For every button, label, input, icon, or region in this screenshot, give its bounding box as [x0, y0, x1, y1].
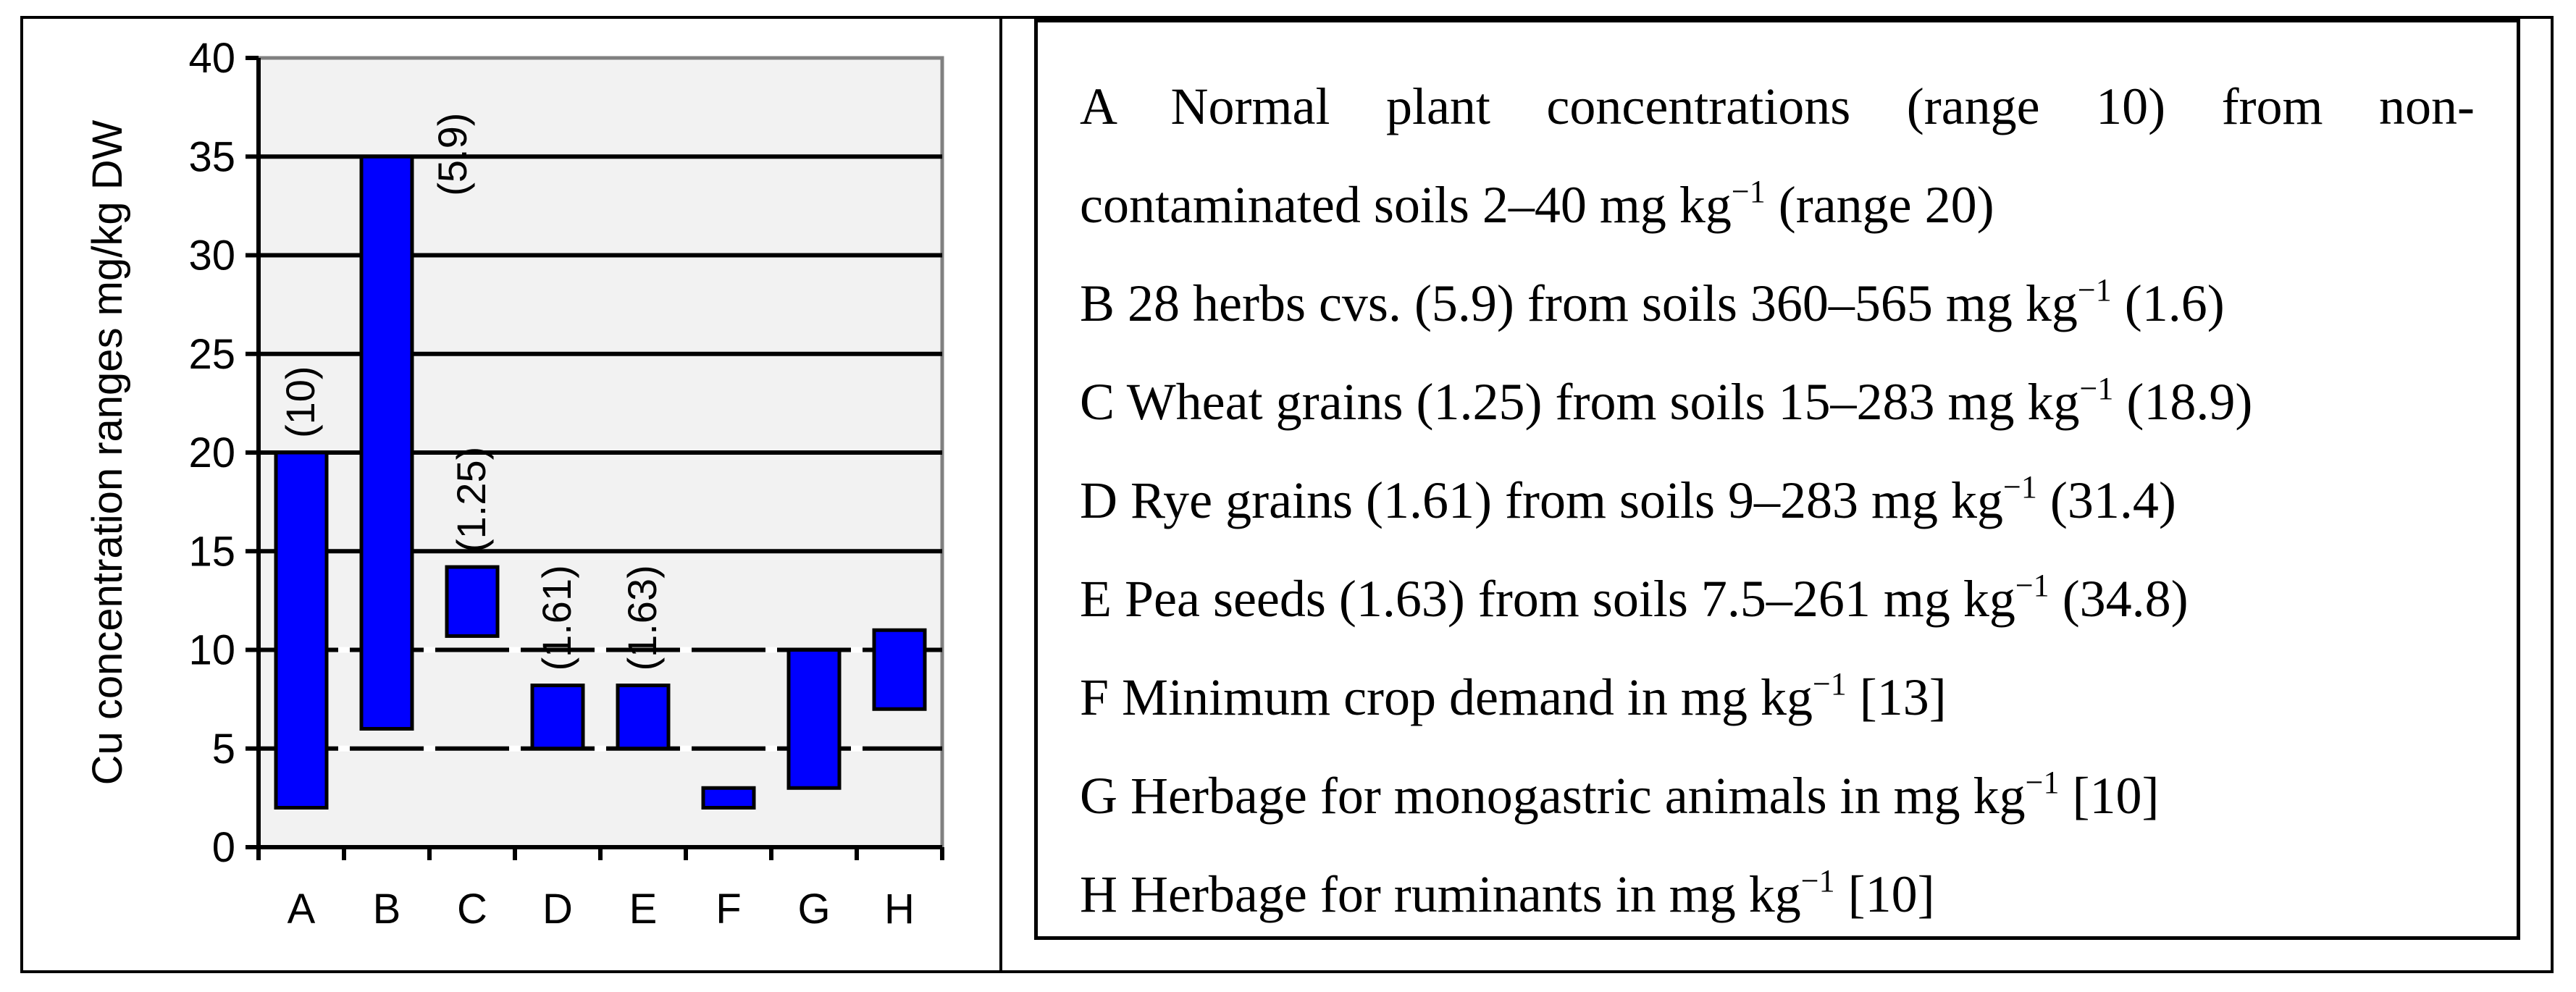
y-tick-label: 30	[188, 232, 235, 279]
gridline-gap	[424, 745, 435, 752]
y-tick-label: 25	[188, 331, 235, 378]
x-tick-label-g: G	[797, 886, 830, 933]
bar-f	[701, 786, 756, 810]
bar-e	[616, 684, 671, 751]
y-tick-label: 15	[188, 528, 235, 575]
annotation-c: (1.25)	[448, 447, 494, 552]
gridline-gap	[595, 745, 606, 752]
gridline-gap	[765, 647, 777, 653]
gridline-gap	[338, 647, 350, 653]
gridline-gap	[851, 745, 863, 752]
legend-item-e: E Pea seeds (1.63) from soils 7.5–261 mg…	[1080, 568, 2189, 629]
y-tick-label: 0	[212, 824, 235, 871]
range-bar-chart: (10) (5.9) (1.25) (1.61) (1.63) 0 5 10 15 20 25 30…	[84, 35, 944, 933]
legend-item-c: C Wheat grains (1.25) from soils 15–283 …	[1080, 371, 2253, 432]
legend-item-a: A Normal plant concentrations (range 10)…	[1080, 57, 2475, 156]
y-tick-label: 35	[188, 133, 235, 180]
x-tick-label-e: E	[629, 886, 658, 933]
x-tick-label-a: A	[288, 886, 316, 933]
gridline-gap	[680, 647, 692, 653]
bar-a	[274, 450, 329, 810]
bar-d	[530, 684, 585, 751]
x-tick-label-h: H	[884, 886, 915, 933]
gridline-gap	[851, 647, 863, 653]
gridline-gap	[509, 745, 521, 752]
legend-item-g: G Herbage for monogastric animals in mg …	[1080, 765, 2160, 825]
figure-frame	[20, 16, 2554, 973]
bar-c	[445, 565, 500, 638]
y-tick-label: 20	[188, 429, 235, 476]
gridline-gap	[424, 647, 435, 653]
legend-item-a-cont: contaminated soils 2–40 mg kg−1 (range 2…	[1080, 174, 1994, 235]
gridline-gap	[680, 745, 692, 752]
gridline-gap	[765, 745, 777, 752]
x-tick-label-d: D	[542, 886, 573, 933]
bar-b	[359, 154, 414, 731]
y-tick-label: 10	[188, 627, 235, 674]
y-axis-label: Cu concentration ranges mg/kg DW	[84, 119, 131, 785]
legend-item-f: F Minimum crop demand in mg kg−1 [13]	[1080, 666, 1947, 727]
legend-a-line1: A Normal plant concentrations (range 10)…	[1080, 77, 2475, 135]
bar-g	[786, 648, 842, 790]
legend-item-h: H Herbage for ruminants in mg kg−1 [10]	[1080, 863, 1935, 924]
y-tick-label: 40	[188, 35, 235, 82]
x-tick-label-c: C	[457, 886, 487, 933]
gridline-gap	[509, 647, 521, 653]
bar-h	[872, 628, 927, 711]
legend-item-b: B 28 herbs cvs. (5.9) from soils 360–565…	[1080, 272, 2225, 333]
y-tick-label: 5	[212, 726, 235, 773]
legend-box: A Normal plant concentrations (range 10)…	[1034, 19, 2520, 940]
gridline-gap	[338, 745, 350, 752]
x-tick-label-f: F	[716, 886, 741, 933]
panel-divider	[999, 16, 1002, 973]
x-tick-label-b: B	[373, 886, 401, 933]
annotation-d: (1.61)	[534, 565, 579, 671]
gridline-gap	[595, 647, 606, 653]
annotation-e: (1.63)	[619, 565, 665, 671]
annotation-a: (10)	[277, 366, 323, 438]
annotation-b: (5.9)	[429, 113, 475, 196]
legend-item-d: D Rye grains (1.61) from soils 9–283 mg …	[1080, 469, 2176, 530]
